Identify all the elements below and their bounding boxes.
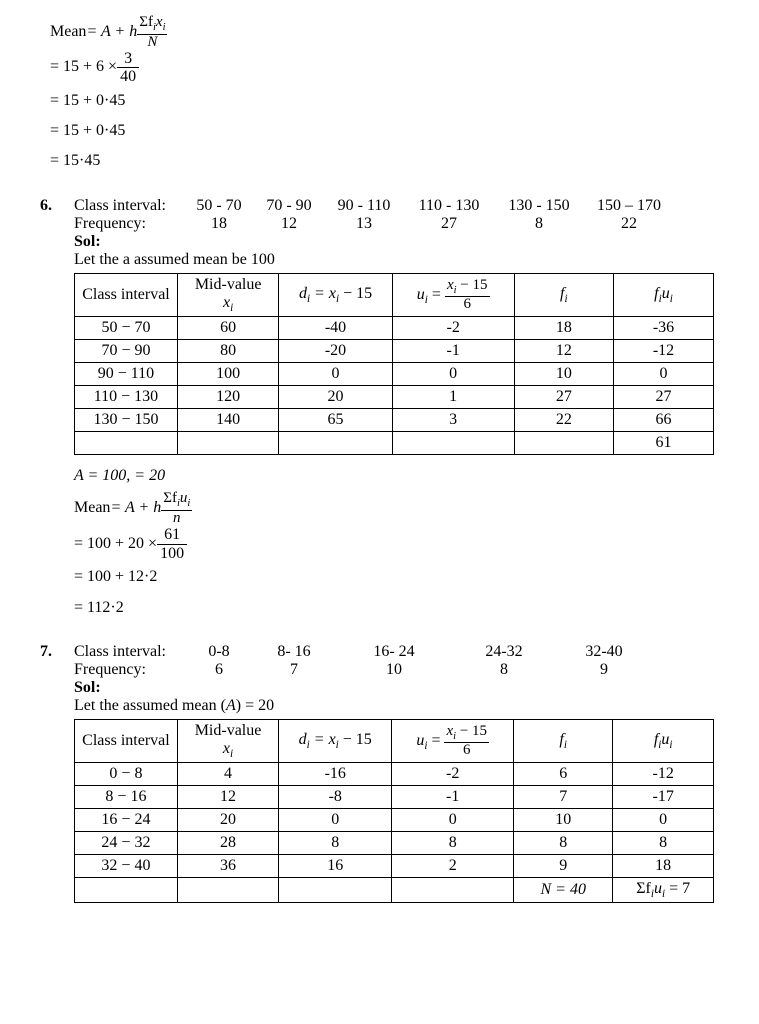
label: Frequency: xyxy=(74,215,184,233)
ci-value: 8- 16 xyxy=(254,643,334,661)
freq-value: 27 xyxy=(404,215,494,233)
sol-label: Sol: xyxy=(74,679,714,697)
table-row: 16 − 242000100 xyxy=(75,809,714,832)
table-row: 70 − 9080-20-112-12 xyxy=(75,340,714,363)
question-number: 6. xyxy=(40,197,70,215)
data-table-q6: Class interval Mid-valuexi di = xi − 15 … xyxy=(74,273,714,455)
label: Class interval: xyxy=(74,197,184,215)
question-body: Class interval: 0-8 8- 16 16- 24 24-32 3… xyxy=(74,643,714,909)
sol-label: Sol: xyxy=(74,233,714,251)
fraction: Σfixi N xyxy=(137,15,167,50)
question-7: 7. Class interval: 0-8 8- 16 16- 24 24-3… xyxy=(40,643,719,909)
table-row: 24 − 32288888 xyxy=(75,832,714,855)
label: Class interval: xyxy=(74,643,184,661)
table-row: 110 − 1301202012727 xyxy=(75,386,714,409)
eq-line: = 112·2 xyxy=(74,593,714,623)
freq-value: 8 xyxy=(454,661,554,679)
table-row: 130 − 1501406532266 xyxy=(75,409,714,432)
class-interval-row: Class interval: 50 - 70 70 - 90 90 - 110… xyxy=(74,197,714,215)
freq-value: 7 xyxy=(254,661,334,679)
ci-value: 32-40 xyxy=(554,643,654,661)
let-text: Let the a assumed mean be 100 xyxy=(74,251,714,269)
eq-line: Mean = A + h Σfixi N xyxy=(50,15,719,50)
data-table-q7: Class interval Mid-valuexi di = xi − 15 … xyxy=(74,719,714,903)
table-header-row: Class interval Mid-valuexi di = xi − 15 … xyxy=(75,273,714,316)
eq-line: = 100 + 20 × 61 100 xyxy=(74,526,714,562)
eq-line: = 15·45 xyxy=(50,146,719,176)
ci-value: 0-8 xyxy=(184,643,254,661)
table-row: 90 − 11010000100 xyxy=(75,363,714,386)
table-header-row: Class interval Mid-valuexi di = xi − 15 … xyxy=(75,719,714,762)
question-number: 7. xyxy=(40,643,70,661)
freq-value: 22 xyxy=(584,215,674,233)
eq-line: = 15 + 0·45 xyxy=(50,86,719,116)
freq-value: 13 xyxy=(324,215,404,233)
table-row: 61 xyxy=(75,432,714,455)
freq-value: 12 xyxy=(254,215,324,233)
mean-equation-block-2: A = 100, = 20 Mean = A + h Σfiui n = 100… xyxy=(74,461,714,623)
ci-value: 110 - 130 xyxy=(404,197,494,215)
ci-value: 16- 24 xyxy=(334,643,454,661)
mean-equation-block-1: Mean = A + h Σfixi N = 15 + 6 × 3 40 = 1… xyxy=(50,15,719,177)
question-6: 6. Class interval: 50 - 70 70 - 90 90 - … xyxy=(40,197,719,623)
table-row: 32 − 4036162918 xyxy=(75,855,714,878)
frequency-row: Frequency: 6 7 10 8 9 xyxy=(74,661,714,679)
text: = A + h xyxy=(86,17,137,47)
class-interval-row: Class interval: 0-8 8- 16 16- 24 24-32 3… xyxy=(74,643,714,661)
freq-value: 6 xyxy=(184,661,254,679)
table-row: 8 − 1612-8-17-17 xyxy=(75,786,714,809)
eq-line: A = 100, = 20 xyxy=(74,461,714,491)
freq-value: 8 xyxy=(494,215,584,233)
fraction: 61 100 xyxy=(157,526,187,562)
table-row: 50 − 7060-40-218-36 xyxy=(75,317,714,340)
ci-value: 90 - 110 xyxy=(324,197,404,215)
ci-value: 24-32 xyxy=(454,643,554,661)
table-row: N = 40Σfiui = 7 xyxy=(75,878,714,903)
ci-value: 50 - 70 xyxy=(184,197,254,215)
label: Frequency: xyxy=(74,661,184,679)
eq-line: = 15 + 6 × 3 40 xyxy=(50,50,719,86)
eq-line: = 15 + 0·45 xyxy=(50,116,719,146)
freq-value: 9 xyxy=(554,661,654,679)
frequency-row: Frequency: 18 12 13 27 8 22 xyxy=(74,215,714,233)
fraction: 3 40 xyxy=(117,50,139,86)
eq-line: = 100 + 12·2 xyxy=(74,562,714,592)
fraction: Σfiui n xyxy=(161,491,192,526)
ci-value: 70 - 90 xyxy=(254,197,324,215)
freq-value: 10 xyxy=(334,661,454,679)
ci-value: 150 – 170 xyxy=(584,197,674,215)
let-text: Let the assumed mean (A) = 20 xyxy=(74,697,714,715)
text: = 15 + 6 × xyxy=(50,52,117,82)
freq-value: 18 xyxy=(184,215,254,233)
ci-value: 130 - 150 xyxy=(494,197,584,215)
text: Mean xyxy=(50,17,86,47)
question-body: Class interval: 50 - 70 70 - 90 90 - 110… xyxy=(74,197,714,623)
table-row: 0 − 84-16-26-12 xyxy=(75,763,714,786)
eq-line: Mean = A + h Σfiui n xyxy=(74,491,714,526)
